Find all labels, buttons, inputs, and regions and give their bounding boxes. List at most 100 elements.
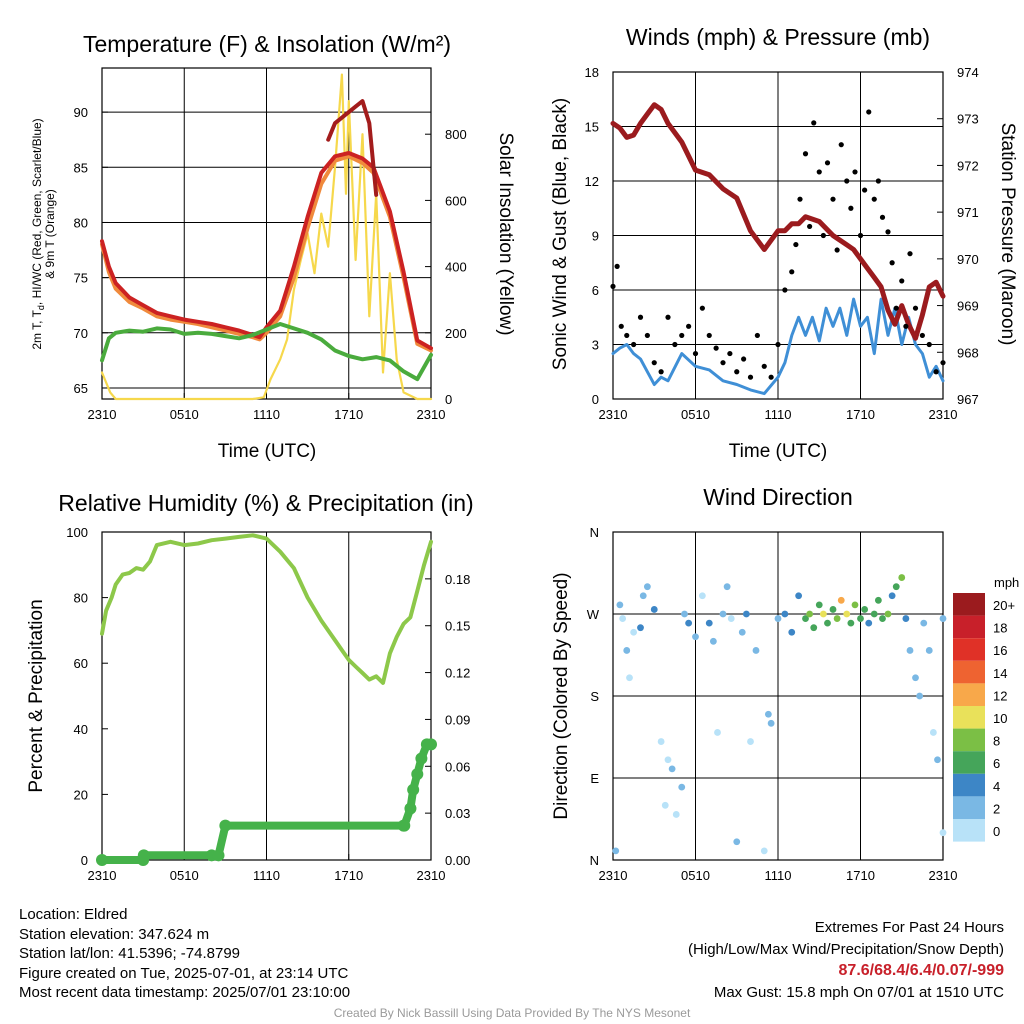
direction-point: [672, 811, 680, 818]
colorbar-label: 20+: [993, 598, 1015, 613]
max-gust: Max Gust: 15.8 mph On 07/01 at 1510 UTC: [713, 983, 1004, 1001]
gust-point: [830, 196, 836, 202]
winds-y-tick-label: 9: [592, 229, 599, 244]
direction-point: [902, 615, 910, 622]
direction-point: [939, 615, 947, 622]
direction-point: [884, 610, 892, 618]
gust-point: [775, 341, 781, 348]
direction-point: [857, 615, 864, 622]
extremes-subheading: (High/Low/Max Wind/Precipitation/Snow De…: [688, 940, 1004, 958]
station-latlon: Station lat/lon: 41.5396; -74.8799: [19, 945, 241, 962]
direction-point: [752, 647, 760, 654]
gust-point: [889, 260, 895, 266]
direction-point: [723, 583, 731, 591]
temp-ylabel-sub: d: [36, 305, 46, 310]
precip-point: [137, 849, 150, 862]
temp-y-tick-label: 90: [74, 105, 88, 120]
temp-y-tick-label: 65: [74, 381, 88, 396]
direction-point: [709, 637, 717, 645]
direction-point: [661, 801, 669, 809]
gust-point: [903, 323, 909, 329]
recent-timestamp: Most recent data timestamp: 2025/07/01 2…: [19, 984, 351, 1001]
gust-point: [871, 196, 877, 202]
colorbar-swatch: [953, 683, 985, 706]
rh-x-tick-label: 1710: [334, 868, 363, 883]
rh-y2-tick-label: 0.00: [445, 853, 470, 868]
gust-point: [848, 205, 854, 211]
winds-y2-tick-label: 969: [957, 299, 979, 314]
gust-point: [789, 269, 795, 275]
rh-y-tick-label: 80: [74, 591, 88, 606]
colorbar-swatch: [953, 773, 985, 797]
gust-point: [857, 232, 864, 239]
direction-point: [668, 765, 676, 773]
dir-x-tick-label: 1710: [846, 868, 875, 883]
colorbar-label: 14: [993, 666, 1007, 681]
temp-y2-tick-label: 600: [445, 193, 467, 208]
direction-point: [833, 615, 841, 622]
gust-point: [879, 214, 886, 220]
direction-point: [934, 756, 941, 764]
winds-panel-title: Winds (mph) & Pressure (mb): [626, 24, 930, 50]
gust-point: [644, 332, 650, 339]
gust-point: [802, 151, 809, 157]
colorbar-swatch: [953, 593, 985, 616]
winds-x-tick-label: 1110: [765, 407, 792, 422]
direction-point: [742, 610, 750, 618]
direction-point: [874, 596, 882, 604]
gust-point: [912, 305, 919, 311]
winds-x-tick-label: 2310: [599, 407, 628, 422]
extremes-values: 87.6/68.4/6.4/0.07/-999: [838, 962, 1004, 979]
winds-x-axis-label: Time (UTC): [729, 441, 828, 462]
rh-y2-tick-label: 0.06: [445, 759, 470, 774]
winds-y-tick-label: 12: [585, 174, 599, 189]
direction-point: [829, 606, 837, 613]
direction-point: [639, 592, 647, 600]
temp-y2-tick-label: 200: [445, 326, 467, 341]
colorbar-label: 6: [993, 756, 1000, 771]
temp-x-tick-label: 1710: [334, 407, 363, 422]
extremes-heading: Extremes For Past 24 Hours: [814, 919, 1004, 936]
gust-point: [885, 229, 891, 235]
direction-point: [612, 847, 620, 855]
direction-point: [698, 592, 706, 600]
direction-point: [781, 610, 789, 618]
gust-point: [761, 363, 767, 369]
direction-point: [681, 610, 688, 618]
station-location: Location: Eldred: [19, 906, 128, 923]
winds-y-axis-label: Sonic Wind & Gust (Blue, Black): [550, 98, 571, 370]
direction-point: [925, 647, 933, 654]
gust-point: [852, 169, 858, 175]
winds-y2-tick-label: 973: [957, 112, 979, 127]
colorbar-swatch: [953, 751, 985, 774]
gust-point: [699, 305, 705, 311]
series-line-9m-t: [100, 154, 433, 353]
direction-point: [815, 601, 823, 609]
temp-plot-frame: [101, 67, 432, 400]
direction-point: [843, 610, 851, 618]
direction-point: [806, 610, 814, 618]
gust-point: [692, 350, 699, 357]
gust-point: [747, 374, 754, 380]
direction-point: [767, 719, 775, 727]
direction-point: [920, 619, 928, 627]
direction-point: [788, 628, 796, 636]
rh-y-tick-label: 40: [74, 722, 88, 737]
gust-point: [651, 360, 657, 366]
direction-point: [929, 729, 937, 736]
direction-point: [861, 606, 869, 613]
gust-point: [618, 323, 624, 329]
direction-point: [912, 674, 919, 682]
dir-x-tick-label: 1110: [765, 868, 792, 883]
gust-point: [713, 345, 719, 351]
gust-point: [919, 332, 925, 339]
temp-y-tick-label: 70: [74, 326, 88, 341]
series-line-2m-t: [100, 151, 433, 351]
colorbar-swatch: [953, 819, 985, 842]
temp-y-tick-label: 85: [74, 160, 88, 175]
series-line-hi-wc: [326, 99, 379, 197]
winds-y-tick-label: 6: [592, 283, 599, 298]
figure-created: Figure created on Tue, 2025-07-01, at 23…: [19, 964, 349, 982]
